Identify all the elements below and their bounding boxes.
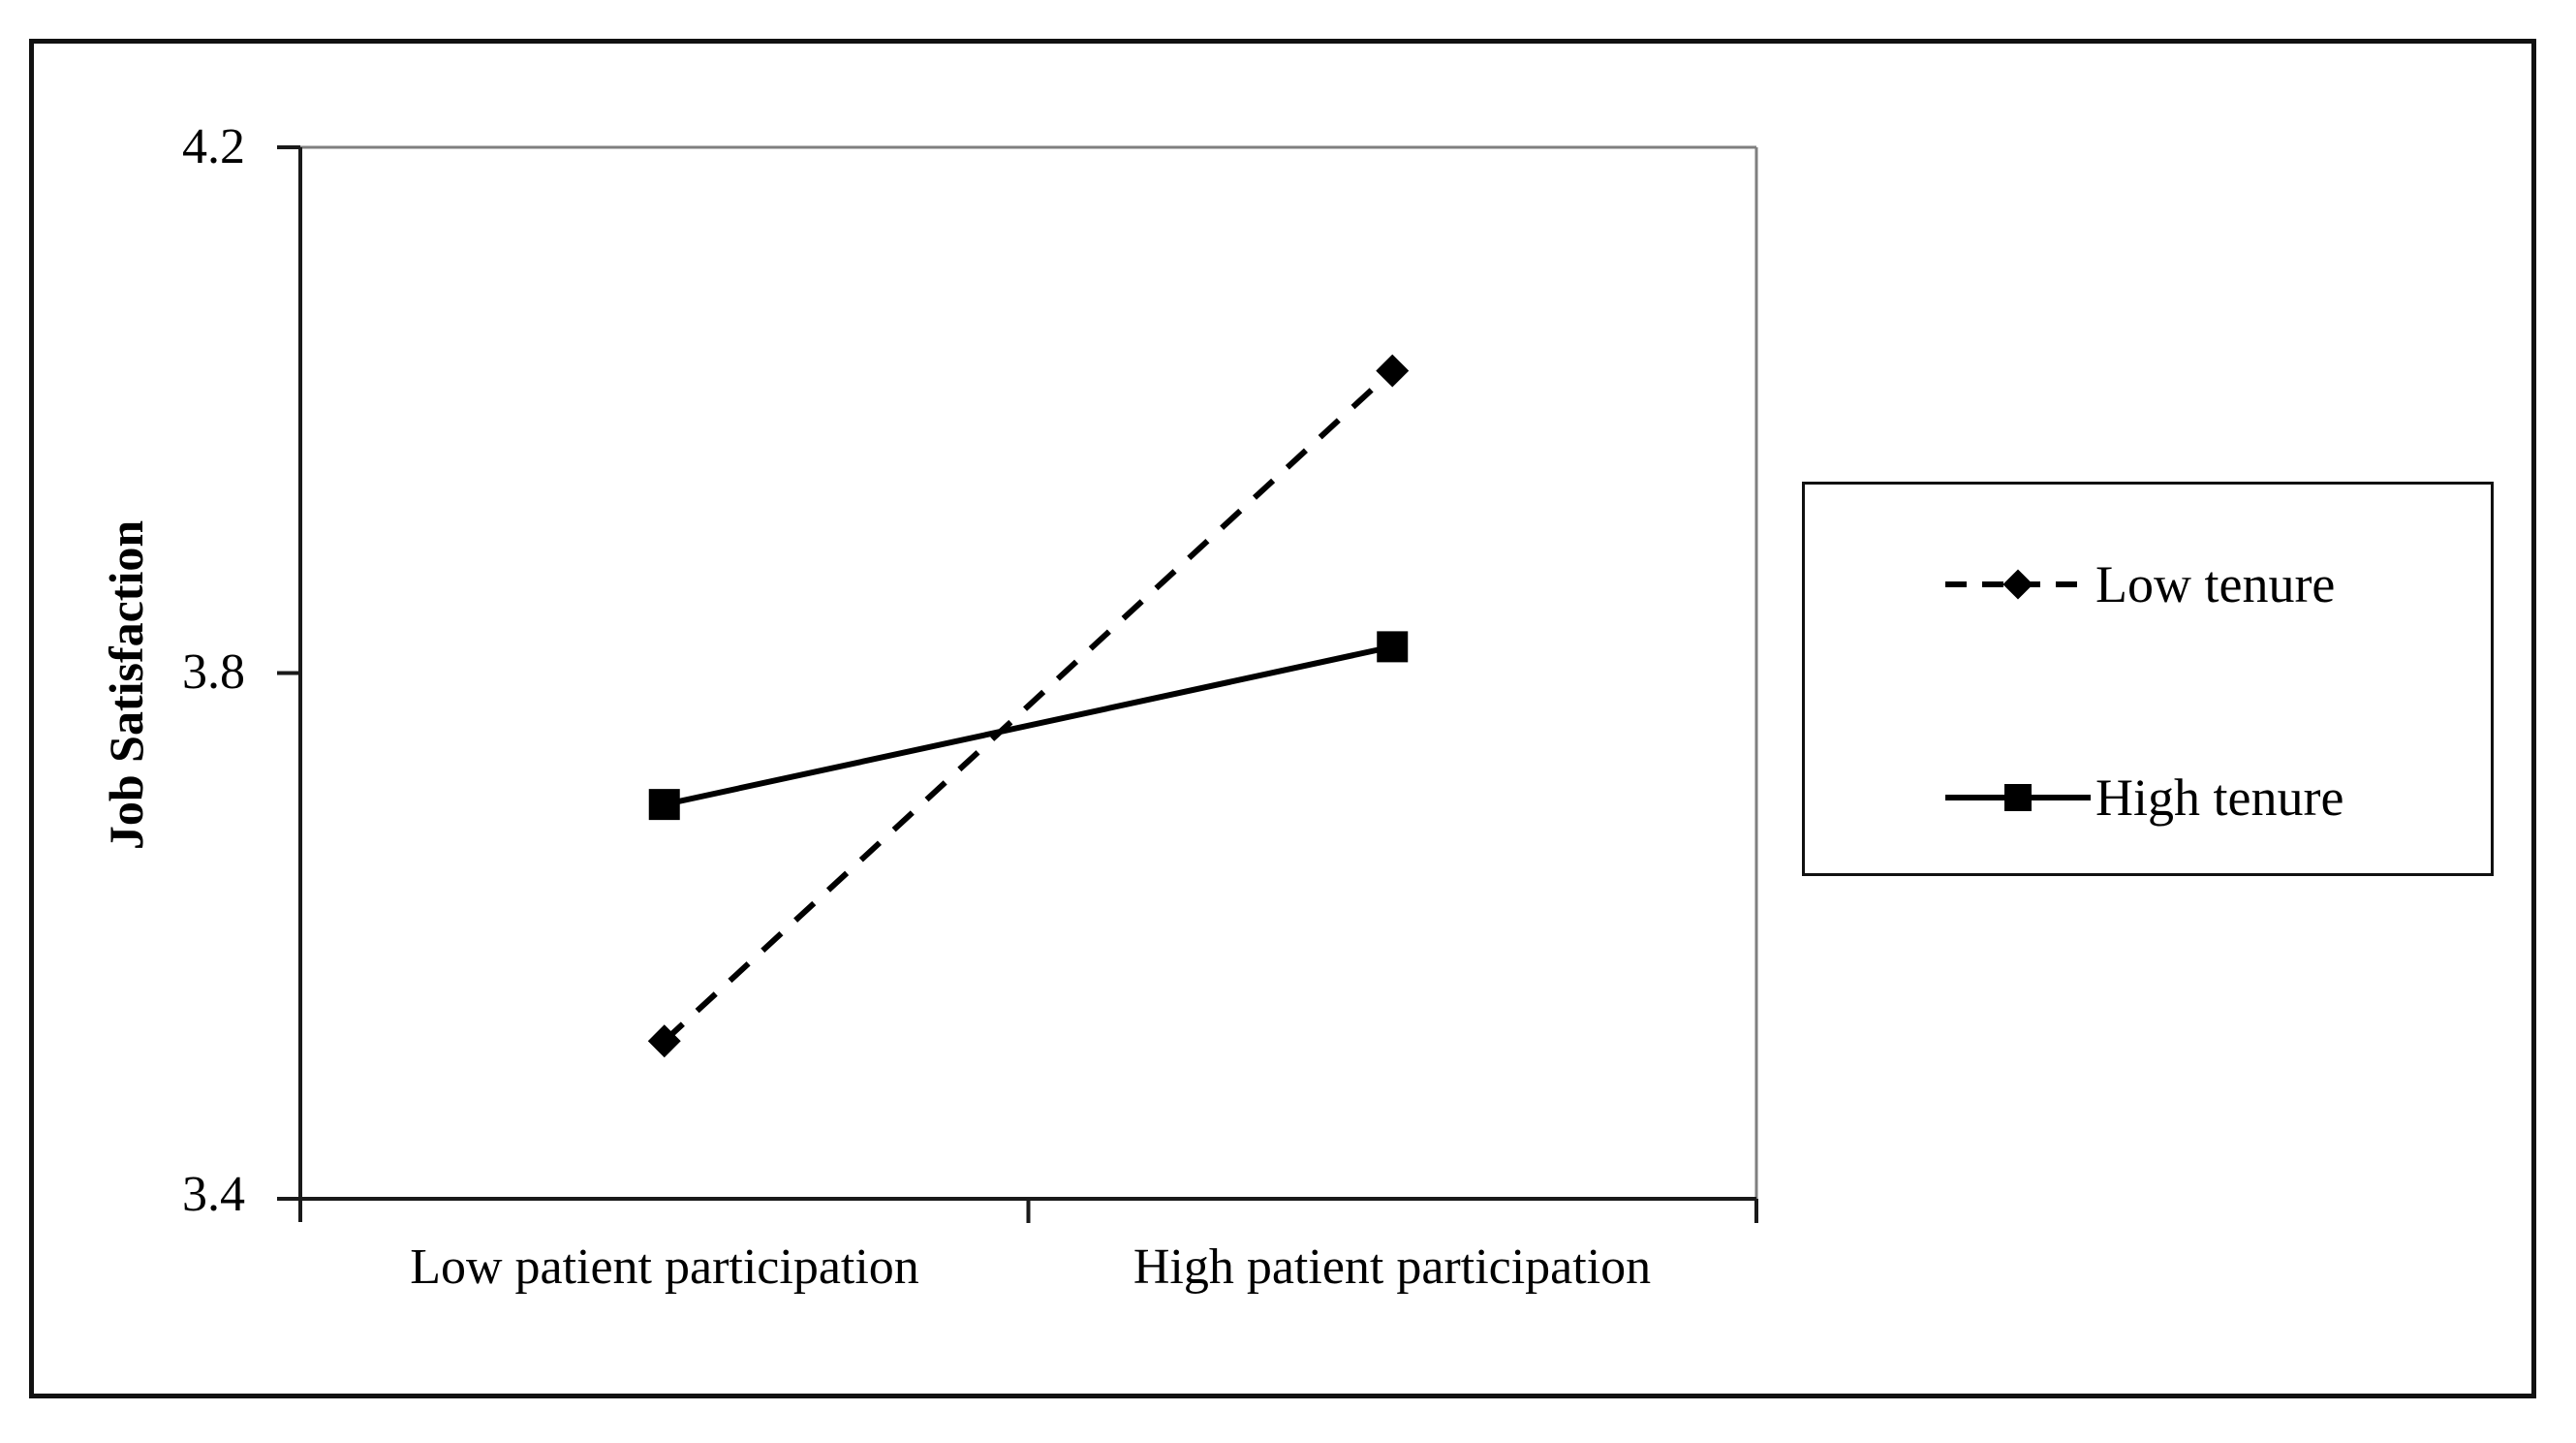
y-tick-label-3.8: 3.8 bbox=[182, 644, 245, 700]
legend-entry-low-tenure: Low tenure bbox=[1805, 550, 2491, 618]
data-point-square-icon bbox=[648, 789, 680, 821]
legend-marker-square-icon bbox=[2004, 784, 2032, 811]
legend: Low tenure High tenure bbox=[1802, 482, 2494, 876]
legend-marker-diamond-icon bbox=[2002, 569, 2033, 600]
y-tick-label-4.2: 4.2 bbox=[182, 119, 245, 174]
legend-label-high-tenure: High tenure bbox=[2095, 769, 2344, 827]
series-line-low-tenure bbox=[662, 368, 1395, 1044]
data-point-square-icon bbox=[1377, 631, 1409, 663]
y-tick-label-3.4: 3.4 bbox=[182, 1167, 245, 1222]
legend-label-low-tenure: Low tenure bbox=[2095, 555, 2336, 613]
solid-square-line-icon bbox=[1945, 784, 2091, 811]
series-line-high-tenure bbox=[664, 643, 1393, 808]
x-category-label-low: Low patient participation bbox=[410, 1239, 919, 1295]
data-point-diamond-icon bbox=[647, 1024, 681, 1058]
x-category-label-high: High patient participation bbox=[1133, 1239, 1652, 1295]
legend-entry-high-tenure: High tenure bbox=[1805, 764, 2491, 831]
y-axis-title: Job Satisfaction bbox=[99, 519, 153, 851]
dashed-diamond-line-icon bbox=[1945, 569, 2091, 600]
data-point-diamond-icon bbox=[1376, 354, 1410, 388]
